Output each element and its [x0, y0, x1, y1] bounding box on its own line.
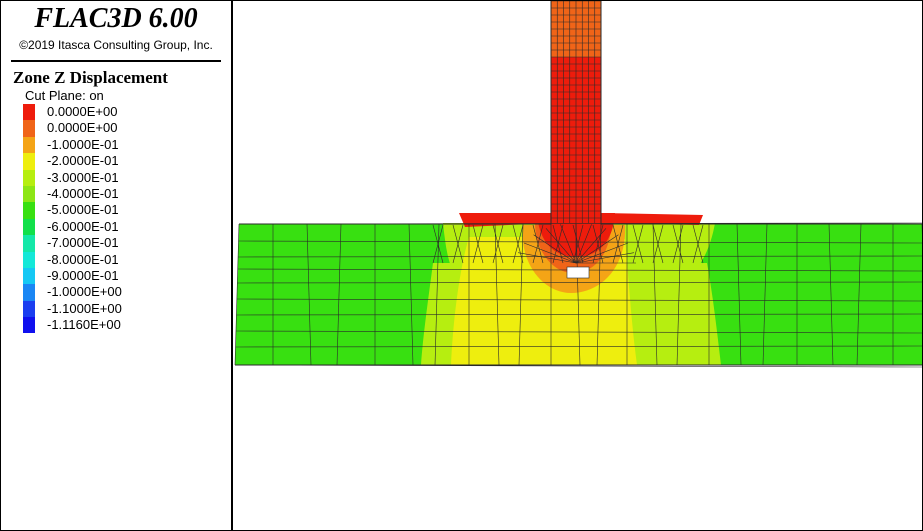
mesh-line	[494, 223, 500, 366]
legend-label: -1.1000E+00	[47, 300, 122, 316]
mesh-line	[652, 224, 664, 264]
legend-label: 0.0000E+00	[47, 120, 118, 136]
legend-swatch	[23, 235, 35, 252]
legend-label: -2.0000E-01	[47, 153, 119, 169]
legend-swatch	[23, 300, 35, 318]
mesh-line	[452, 224, 464, 264]
mesh-line	[572, 224, 584, 264]
legend-swatch	[23, 136, 35, 154]
mesh-line	[828, 223, 834, 366]
legend-title: Zone Z Displacement	[13, 68, 168, 87]
mesh-line	[236, 298, 922, 302]
cut-plane-status: Cut Plane: on	[25, 88, 104, 103]
legend-swatch	[23, 267, 35, 285]
mesh-line	[532, 224, 544, 264]
mesh-line	[533, 234, 577, 264]
mesh-line	[472, 224, 484, 264]
legend-swatch	[23, 202, 35, 219]
legend-label: -1.0000E-01	[47, 136, 119, 152]
legend-label: -6.0000E-01	[47, 218, 119, 234]
divider	[11, 60, 221, 62]
mesh-line	[632, 224, 644, 264]
zone-yellow-green-right	[623, 263, 721, 365]
legend-swatch	[23, 120, 35, 137]
mesh-line	[237, 281, 922, 284]
legend-swatch	[23, 169, 35, 186]
legend-label: -9.0000E-01	[47, 267, 119, 283]
mesh-line	[492, 224, 504, 264]
app-title: FLAC3D 6.00	[34, 3, 198, 34]
legend-swatch	[23, 104, 35, 121]
mesh-line	[434, 223, 440, 366]
mesh-line	[336, 223, 342, 366]
mesh-line	[523, 242, 577, 264]
legend-label: -5.0000E-01	[47, 202, 119, 218]
legend-swatch	[23, 284, 35, 301]
legend-swatch	[23, 218, 35, 236]
mesh-line	[236, 313, 922, 316]
mesh-line	[518, 223, 524, 366]
legend-label: -4.0000E-01	[47, 185, 119, 201]
mesh-line	[575, 228, 607, 264]
tunnel-opening	[566, 266, 590, 279]
mesh-line	[235, 345, 922, 348]
mesh-line	[238, 255, 922, 258]
mesh-line	[238, 240, 922, 244]
legend-panel: FLAC3D 6.00 ©2019 Itasca Consulting Grou…	[1, 1, 233, 530]
mesh-line	[575, 242, 629, 264]
mesh-line	[672, 224, 684, 264]
mesh-line	[762, 223, 768, 366]
mesh-line	[856, 223, 862, 366]
legend-label: 0.0000E+00	[47, 104, 118, 119]
legend-label: -1.0000E+00	[47, 284, 122, 300]
copyright-text: ©2019 Itasca Consulting Group, Inc.	[19, 38, 213, 52]
mesh-line	[676, 223, 682, 366]
legend-swatch	[23, 251, 35, 268]
mesh-line	[432, 224, 444, 264]
mesh-line	[592, 224, 604, 264]
mesh-line	[408, 223, 414, 366]
model-outline	[235, 1, 922, 366]
mesh-line	[234, 223, 240, 366]
legend-label: -7.0000E-01	[47, 235, 119, 251]
mesh-line	[517, 252, 577, 264]
mesh-line	[545, 228, 577, 264]
legend-label: -3.0000E-01	[47, 169, 119, 185]
contour-fill	[235, 1, 922, 365]
mesh-line	[596, 223, 602, 366]
mesh-line	[560, 224, 577, 264]
mesh-line	[612, 224, 624, 264]
model-plot[interactable]	[233, 1, 922, 530]
legend-label: -1.1160E+00	[47, 317, 121, 333]
mesh-line	[552, 224, 564, 264]
mesh-line	[692, 224, 704, 264]
mesh-line	[306, 223, 312, 366]
legend-label: -8.0000E-01	[47, 251, 119, 267]
legend-swatch	[23, 153, 35, 170]
legend-swatch	[23, 317, 35, 334]
mesh-line	[575, 234, 619, 264]
mesh-line	[575, 224, 592, 264]
zone-mesh	[234, 1, 922, 368]
mesh-line	[512, 224, 524, 264]
legend-swatch	[23, 185, 35, 203]
zone-red-right-strip	[601, 213, 703, 225]
mesh-line	[575, 223, 581, 366]
mesh-line	[736, 223, 742, 366]
mesh-line	[575, 252, 635, 264]
mesh-line	[652, 223, 658, 366]
